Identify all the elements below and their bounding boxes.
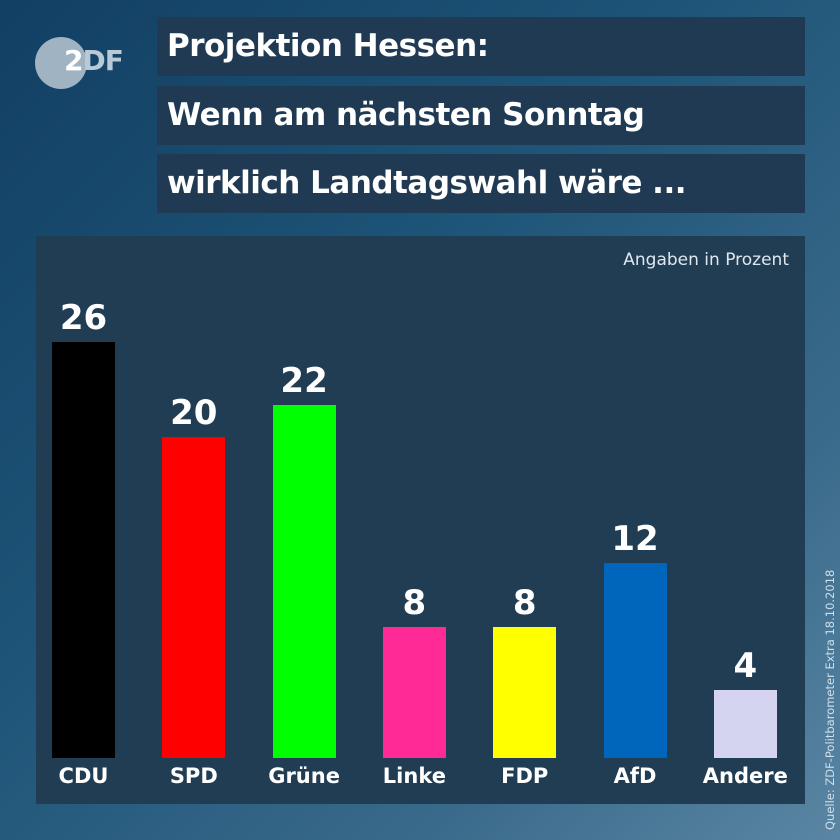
bar-linke xyxy=(382,626,446,758)
chart-panel: Angaben in Prozent 26 CDU 20 SPD 22 Grüne 8 Lin… xyxy=(36,236,805,804)
category-label: CDU xyxy=(58,764,109,788)
value-label: 8 xyxy=(512,582,537,623)
bar-grüne xyxy=(272,405,336,758)
unit-label: Angaben in Prozent xyxy=(623,250,789,270)
category-label: SPD xyxy=(169,764,218,788)
bar-spd xyxy=(162,437,226,758)
title-line-2: Wenn am nächsten Sonntag xyxy=(157,86,805,145)
category-label: Andere xyxy=(702,764,788,788)
source-note: Quelle: ZDF-Politbarometer Extra 18.10.2… xyxy=(823,569,837,830)
category-label: AfD xyxy=(613,764,657,788)
bar-cdu xyxy=(52,342,115,758)
value-label: 4 xyxy=(733,645,758,686)
zdf-logo: 2DF xyxy=(35,36,135,92)
category-label: Grüne xyxy=(268,764,340,788)
bar-andere xyxy=(713,689,777,758)
title-line-1: Projektion Hessen: xyxy=(157,17,805,76)
value-label: 26 xyxy=(59,298,108,339)
category-label: FDP xyxy=(501,764,549,788)
value-label: 22 xyxy=(280,361,328,402)
bar-afd xyxy=(603,563,667,758)
logo-text: 2DF xyxy=(64,44,124,77)
value-label: 12 xyxy=(611,519,659,560)
logo-circle xyxy=(35,37,87,89)
title-line-3: wirklich Landtagswahl wäre ... xyxy=(157,154,805,213)
bar-fdp xyxy=(493,626,557,758)
value-label: 8 xyxy=(402,582,427,623)
category-label: Linke xyxy=(382,764,446,788)
value-label: 20 xyxy=(170,393,218,433)
